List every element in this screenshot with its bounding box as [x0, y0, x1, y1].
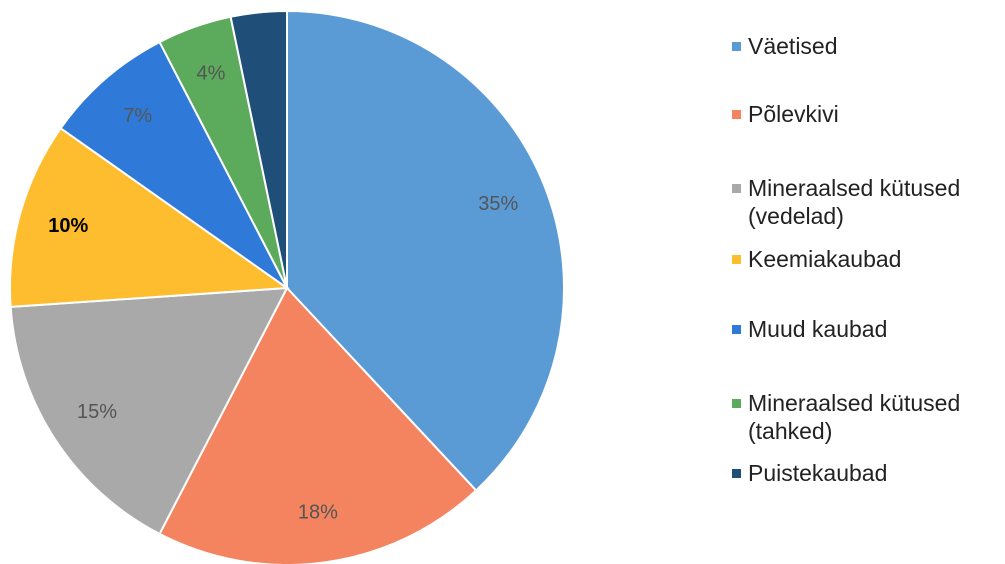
data-label: 35%: [478, 193, 518, 215]
legend-swatch: [732, 399, 741, 408]
pie-slice: [286, 9, 565, 492]
data-label: 10%: [48, 215, 88, 237]
legend-item: Põlevkivi: [732, 100, 998, 128]
legend-item: Puistekaubad: [732, 459, 998, 487]
legend-label: Mineraalsed kütused (tahked): [748, 390, 961, 444]
legend-swatch: [732, 469, 741, 478]
pie-slice: [229, 9, 288, 289]
legend-label: Põlevkivi: [748, 101, 839, 127]
legend-swatch: [732, 110, 741, 119]
chart: 35% 18% 15% 10% 7% 4%: [9, 9, 565, 564]
data-label: 7%: [123, 105, 152, 127]
data-label: 15%: [77, 401, 117, 423]
legend-swatch: [732, 255, 741, 264]
pie-slice: [9, 286, 289, 536]
pie-slice: [158, 286, 478, 564]
pie-slice: [9, 126, 290, 308]
legend-item: Mineraalsed kütused (tahked): [732, 389, 998, 445]
legend-label: Keemiakaubad: [748, 246, 902, 272]
data-label: 18%: [298, 501, 338, 523]
data-label: 4%: [196, 62, 225, 84]
legend: Väetised Põlevkivi Mineraalsed kütused (ve…: [732, 0, 1005, 564]
legend-swatch: [732, 325, 741, 334]
legend-swatch: [732, 42, 741, 51]
legend-label: Puistekaubad: [748, 460, 888, 486]
legend-label: Väetised: [748, 33, 838, 59]
legend-item: Keemiakaubad: [732, 245, 998, 273]
pie-slice: [59, 40, 288, 289]
legend-item: Väetised: [732, 32, 998, 60]
legend-label: Muud kaubad: [748, 316, 888, 342]
legend-label: Mineraalsed kütused (vedelad): [748, 175, 961, 229]
legend-item: Muud kaubad: [732, 315, 998, 343]
legend-swatch: [732, 184, 741, 193]
legend-item: Mineraalsed kütused (vedelad): [732, 174, 998, 230]
